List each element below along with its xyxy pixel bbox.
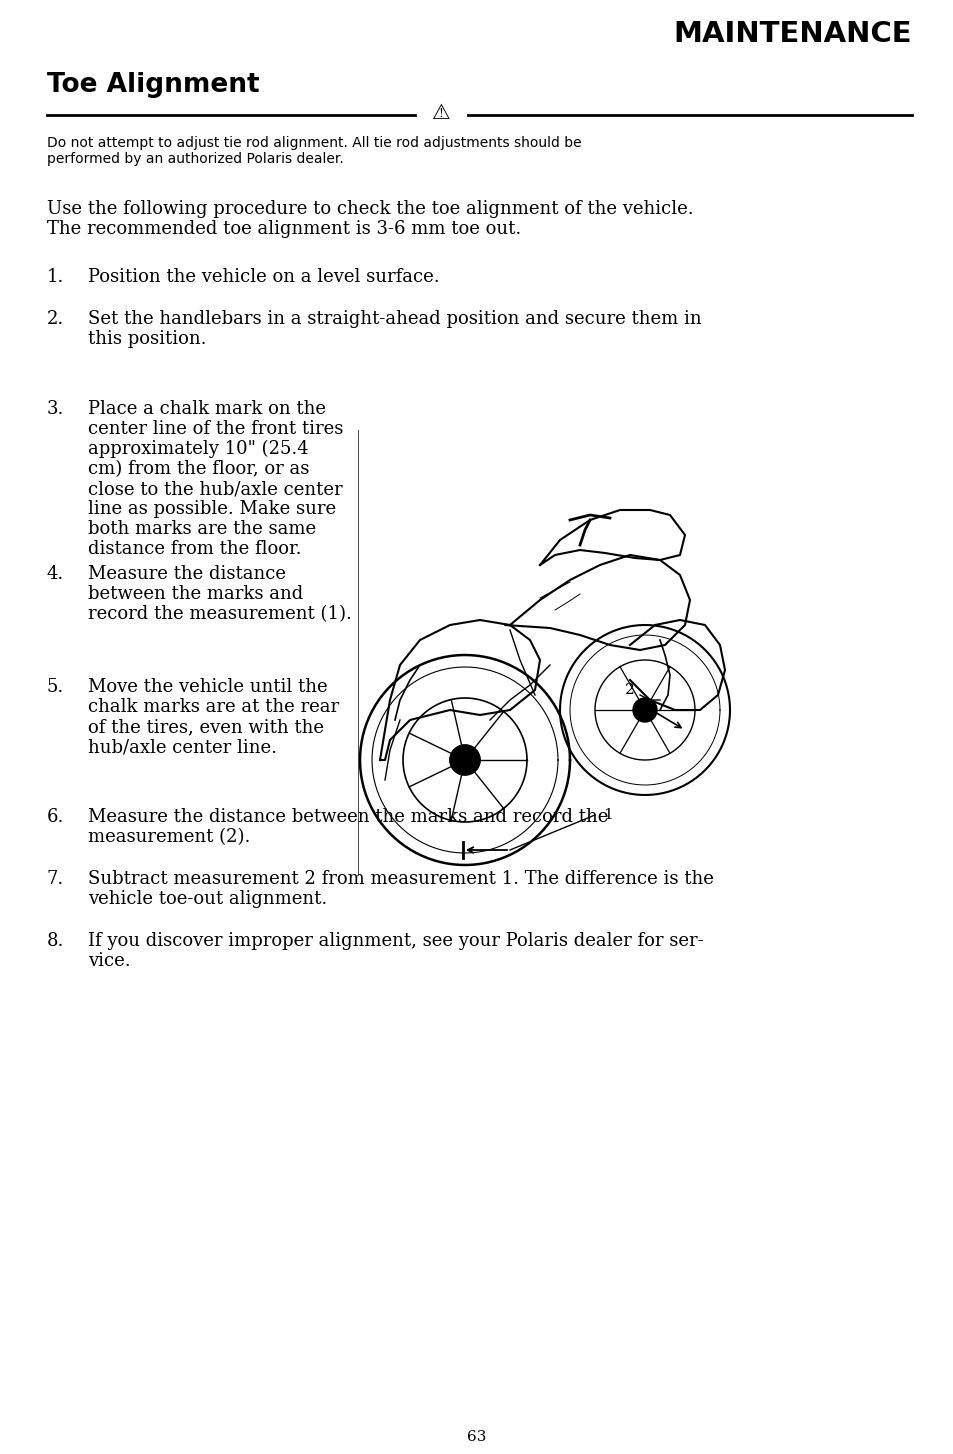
Text: Toe Alignment: Toe Alignment bbox=[47, 73, 259, 97]
Text: 1.: 1. bbox=[47, 268, 64, 286]
Text: distance from the floor.: distance from the floor. bbox=[88, 539, 301, 558]
Text: 7.: 7. bbox=[47, 869, 64, 888]
Circle shape bbox=[633, 698, 657, 723]
Text: 5.: 5. bbox=[47, 678, 64, 696]
Text: Measure the distance: Measure the distance bbox=[88, 566, 286, 583]
Text: If you discover improper alignment, see your Polaris dealer for ser-: If you discover improper alignment, see … bbox=[88, 932, 703, 949]
Text: approximately 10" (25.4: approximately 10" (25.4 bbox=[88, 441, 309, 458]
Text: both marks are the same: both marks are the same bbox=[88, 521, 315, 538]
Text: close to the hub/axle center: close to the hub/axle center bbox=[88, 480, 342, 499]
Text: ⚠: ⚠ bbox=[431, 103, 450, 124]
Text: 8.: 8. bbox=[47, 932, 64, 949]
Text: Place a chalk mark on the: Place a chalk mark on the bbox=[88, 400, 326, 417]
Text: this position.: this position. bbox=[88, 330, 206, 348]
Text: Subtract measurement 2 from measurement 1. The difference is the: Subtract measurement 2 from measurement … bbox=[88, 869, 713, 888]
Text: 63: 63 bbox=[467, 1429, 486, 1444]
Text: Set the handlebars in a straight-ahead position and secure them in: Set the handlebars in a straight-ahead p… bbox=[88, 310, 700, 329]
Text: 2: 2 bbox=[624, 683, 634, 696]
Text: 2.: 2. bbox=[47, 310, 64, 329]
Text: MAINTENANCE: MAINTENANCE bbox=[673, 20, 911, 48]
Text: 6.: 6. bbox=[47, 808, 64, 826]
Text: chalk marks are at the rear: chalk marks are at the rear bbox=[88, 698, 338, 715]
Text: of the tires, even with the: of the tires, even with the bbox=[88, 718, 324, 736]
Text: hub/axle center line.: hub/axle center line. bbox=[88, 739, 276, 756]
Text: measurement (2).: measurement (2). bbox=[88, 827, 250, 846]
Text: 4.: 4. bbox=[47, 566, 64, 583]
Text: Do not attempt to adjust tie rod alignment. All tie rod adjustments should be: Do not attempt to adjust tie rod alignme… bbox=[47, 137, 581, 150]
Text: Use the following procedure to check the toe alignment of the vehicle.: Use the following procedure to check the… bbox=[47, 201, 693, 218]
Text: Move the vehicle until the: Move the vehicle until the bbox=[88, 678, 327, 696]
Text: The recommended toe alignment is 3-6 mm toe out.: The recommended toe alignment is 3-6 mm … bbox=[47, 220, 520, 238]
Text: line as possible. Make sure: line as possible. Make sure bbox=[88, 500, 335, 518]
Text: vehicle toe-out alignment.: vehicle toe-out alignment. bbox=[88, 890, 327, 907]
Text: center line of the front tires: center line of the front tires bbox=[88, 420, 343, 438]
Text: vice.: vice. bbox=[88, 952, 131, 970]
Text: record the measurement (1).: record the measurement (1). bbox=[88, 605, 352, 622]
Text: cm) from the floor, or as: cm) from the floor, or as bbox=[88, 459, 309, 478]
Text: 3.: 3. bbox=[47, 400, 64, 417]
Circle shape bbox=[450, 744, 479, 775]
Text: Measure the distance between the marks and record the: Measure the distance between the marks a… bbox=[88, 808, 608, 826]
Text: performed by an authorized Polaris dealer.: performed by an authorized Polaris deale… bbox=[47, 153, 343, 166]
Text: 1: 1 bbox=[602, 808, 612, 822]
Text: between the marks and: between the marks and bbox=[88, 585, 303, 603]
Text: Position the vehicle on a level surface.: Position the vehicle on a level surface. bbox=[88, 268, 439, 286]
